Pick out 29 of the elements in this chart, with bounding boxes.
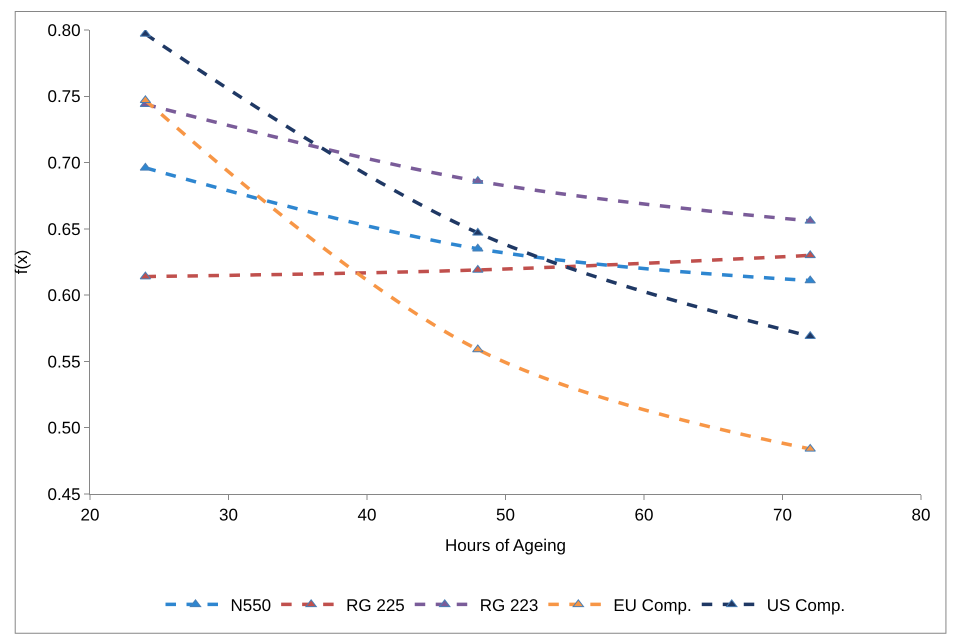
y-tick-label: 0.80 (48, 20, 81, 40)
legend-label: N550 (230, 596, 272, 615)
y-tick-label: 0.70 (48, 154, 81, 173)
legend-label: US Comp. (766, 596, 846, 615)
point (140, 95, 152, 104)
x-tick-label: 30 (219, 505, 238, 524)
x-axis-title: Hours of Ageing (445, 536, 566, 555)
y-tick-label: 0.55 (48, 352, 81, 372)
x-tick-label: 50 (496, 505, 515, 524)
x-tick-label: 80 (912, 505, 930, 524)
y-tick-label: 0.65 (48, 220, 81, 239)
x-tick-label: 60 (634, 505, 654, 524)
point (472, 228, 484, 236)
x-tick-label: 70 (773, 505, 792, 524)
point (804, 216, 816, 224)
point (472, 264, 484, 273)
point (140, 162, 152, 171)
y-tick-label: 0.50 (48, 418, 81, 438)
y-tick-label: 0.75 (48, 87, 81, 106)
y-tick-label: 0.45 (48, 484, 81, 504)
y-axis-title: f(x) (12, 250, 32, 274)
legend-label: RG 225 (346, 596, 405, 615)
point (804, 444, 816, 452)
x-tick-label: 40 (358, 505, 376, 524)
x-tick-label: 20 (80, 505, 100, 524)
legend-label: EU Comp. (613, 596, 692, 615)
point (804, 250, 816, 258)
y-tick-label: 0.60 (48, 286, 81, 306)
legend-label: RG 223 (480, 596, 538, 615)
